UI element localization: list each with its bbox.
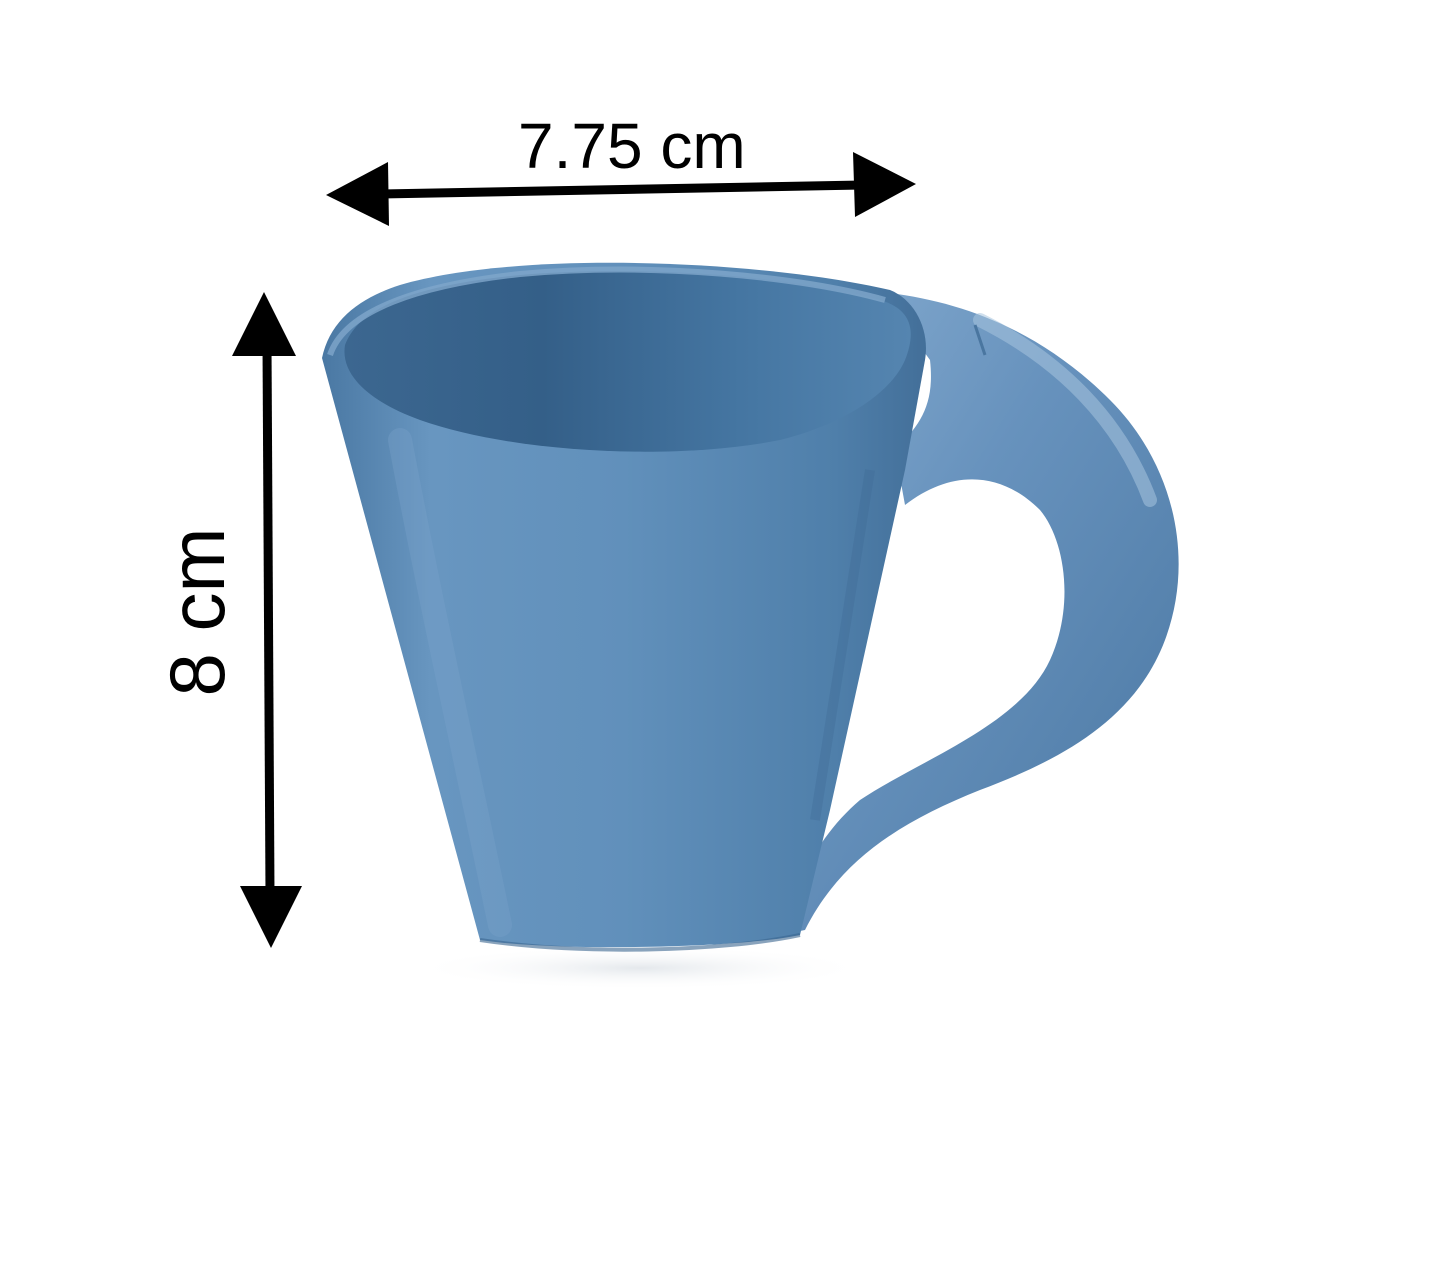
width-label: 7.75 cm xyxy=(518,110,746,182)
mug-body xyxy=(322,262,926,952)
mug-handle xyxy=(780,292,1179,935)
height-dimension-arrow xyxy=(232,292,302,948)
width-dimension-arrow xyxy=(326,152,916,226)
floor-shadow xyxy=(410,946,870,990)
height-label: 8 cm xyxy=(153,527,241,697)
